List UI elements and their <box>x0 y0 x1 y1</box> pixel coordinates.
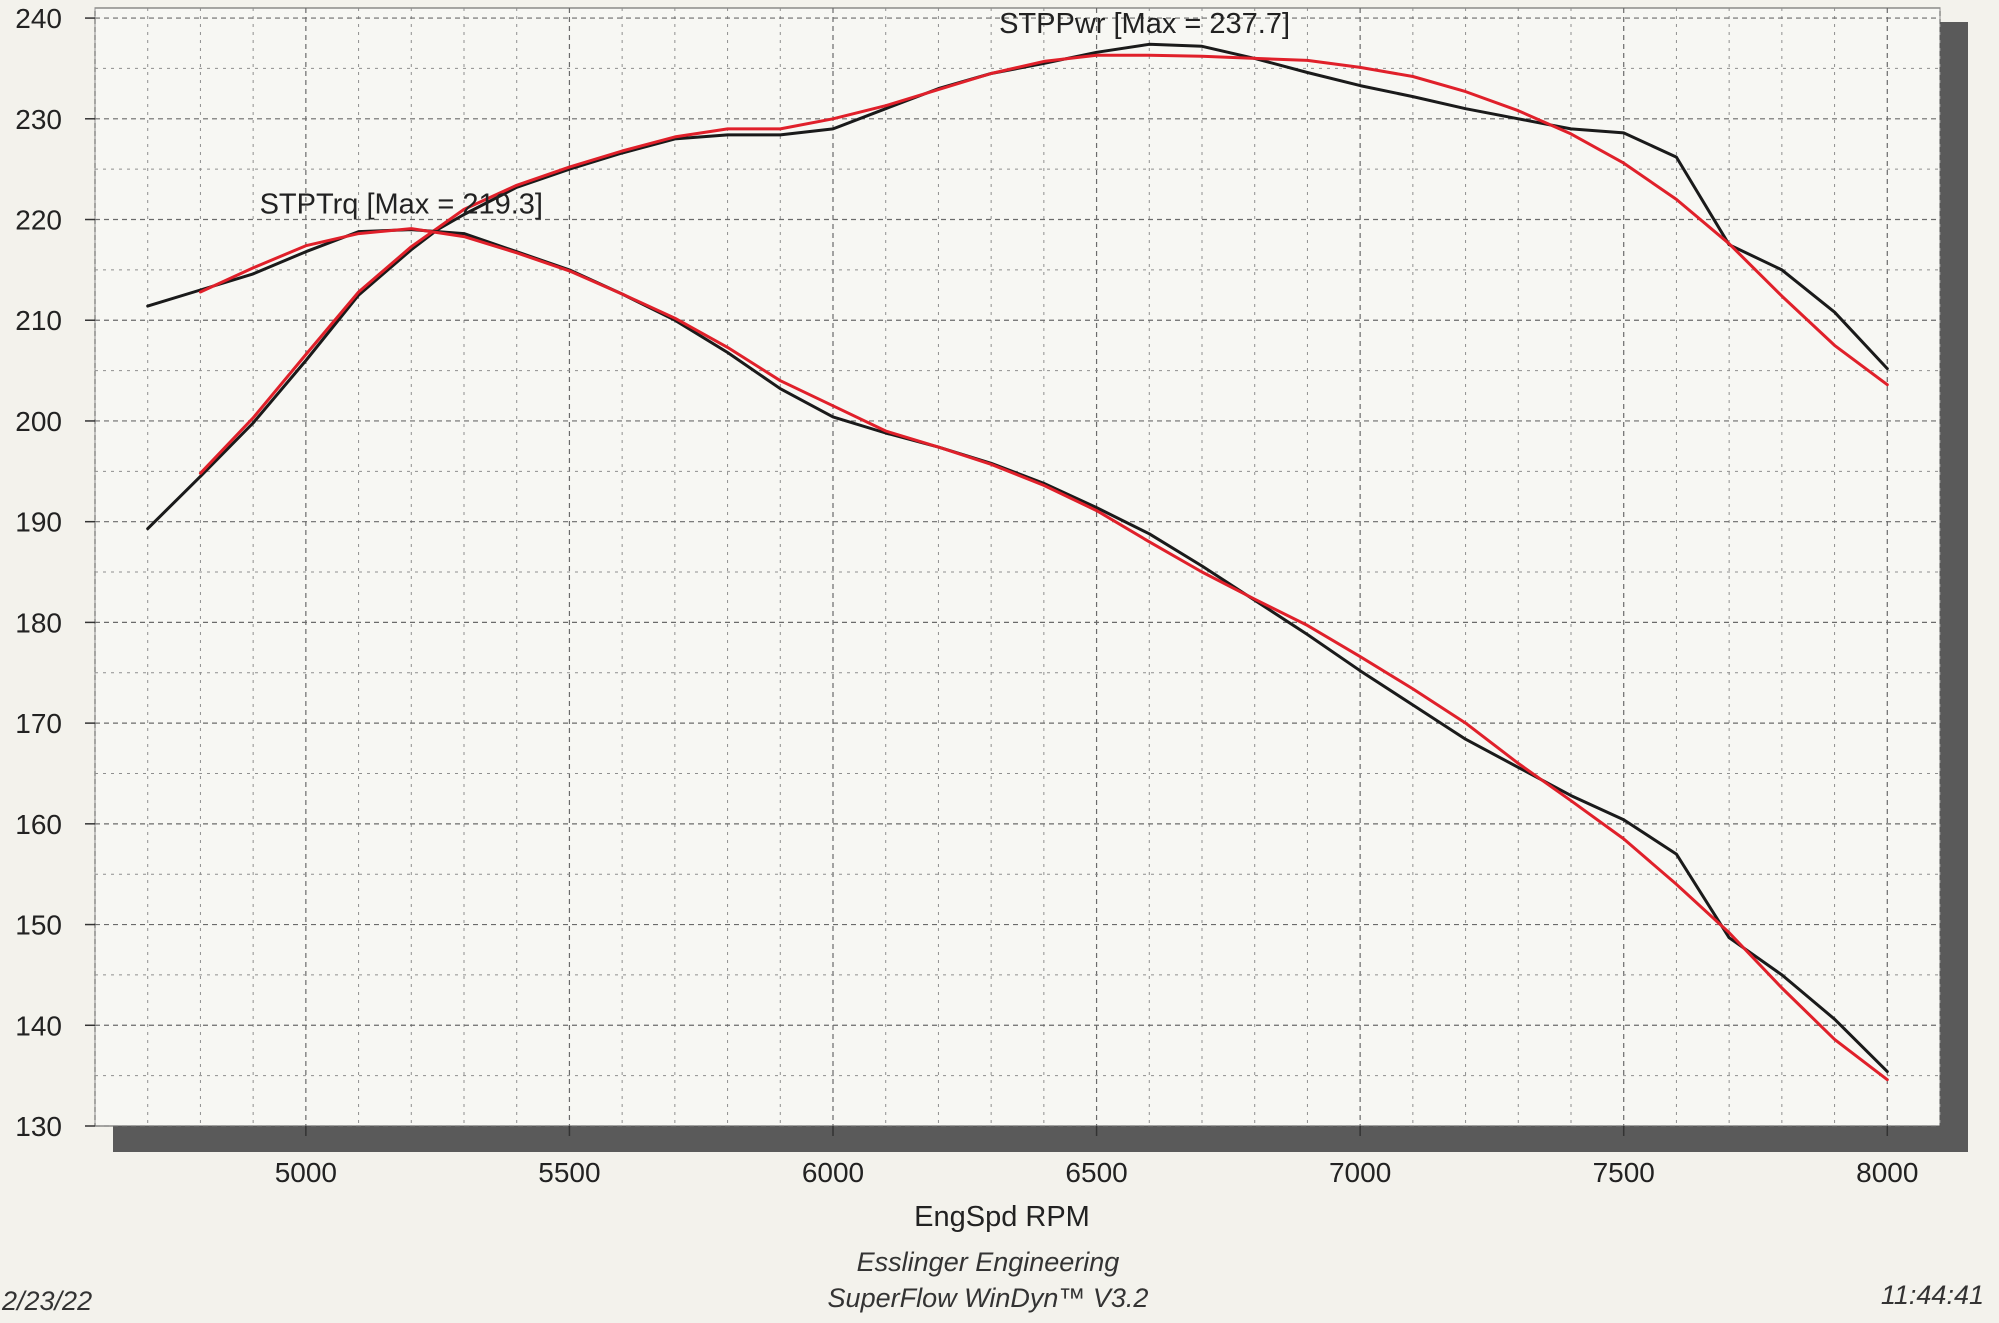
annotation-label-1: STPPwr [Max = 237.7] <box>999 8 1290 40</box>
footer-date: 2/23/22 <box>1 1286 92 1316</box>
y-tick-label: 160 <box>15 809 62 840</box>
y-tick-label: 240 <box>15 3 62 34</box>
footer-time: 11:44:41 <box>1881 1280 1984 1310</box>
x-tick-label: 7000 <box>1329 1157 1391 1188</box>
x-tick-label: 8000 <box>1856 1157 1918 1188</box>
x-tick-label: 6500 <box>1065 1157 1127 1188</box>
y-tick-label: 210 <box>15 305 62 336</box>
footer-software: SuperFlow WinDyn™ V3.2 <box>828 1283 1149 1313</box>
y-tick-label: 150 <box>15 910 62 941</box>
y-tick-label: 230 <box>15 104 62 135</box>
x-tick-label: 5500 <box>538 1157 600 1188</box>
y-tick-label: 170 <box>15 708 62 739</box>
y-tick-label: 130 <box>15 1111 62 1142</box>
plot-area <box>94 7 1941 1127</box>
series-line-2 <box>198 53 1889 475</box>
annotation-label-2: STPTrq [Max = 219.3] <box>260 189 543 221</box>
x-axis-label: EngSpd RPM <box>914 1201 1090 1233</box>
y-tick-label: 180 <box>15 607 62 638</box>
y-tick-label: 200 <box>15 406 62 437</box>
x-tick-label: 7500 <box>1593 1157 1655 1188</box>
y-tick-label: 220 <box>15 205 62 236</box>
x-tick-label: 5000 <box>275 1157 337 1188</box>
footer-company: Esslinger Engineering <box>857 1247 1120 1277</box>
series-line-4 <box>198 227 1889 1082</box>
y-tick-label: 190 <box>15 507 62 538</box>
y-tick-label: 140 <box>15 1010 62 1041</box>
x-tick-label: 6000 <box>802 1157 864 1188</box>
